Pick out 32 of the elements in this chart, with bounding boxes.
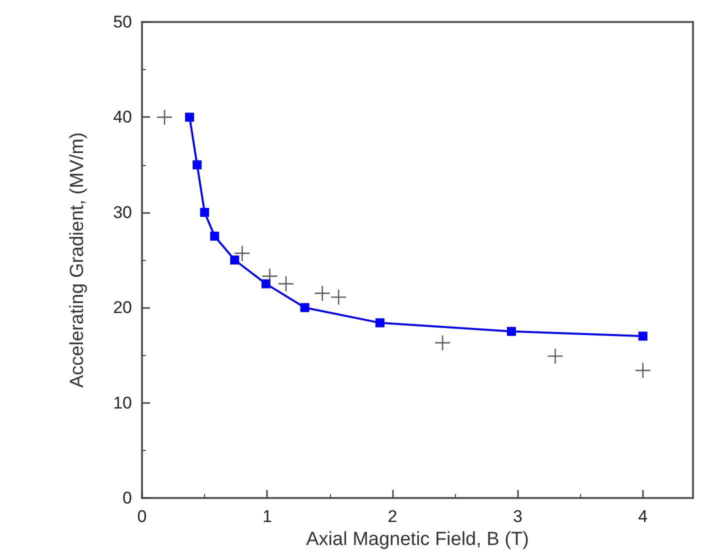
point [234, 245, 250, 262]
point [506, 326, 516, 336]
point [156, 109, 173, 126]
y-tick-label: 0 [122, 488, 132, 508]
point [634, 362, 652, 379]
point [300, 303, 310, 312]
point [547, 348, 564, 364]
point [200, 208, 210, 217]
point [434, 334, 451, 351]
y-tick-label: 30 [113, 202, 132, 222]
point [375, 318, 384, 328]
point [192, 160, 202, 170]
x-tick-label: 2 [388, 507, 398, 526]
point [262, 268, 278, 284]
x-tick-label: 3 [512, 507, 522, 526]
point [330, 288, 347, 306]
x-axis-title: Axial Magnetic Field, B (T) [306, 528, 529, 550]
y-tick-label: 40 [113, 108, 132, 127]
x-tick-label: 0 [137, 507, 147, 526]
point [185, 112, 194, 122]
y-tick-label: 50 [113, 12, 132, 32]
point [278, 276, 294, 292]
x-tick-label: 1 [262, 507, 272, 526]
point [314, 285, 330, 302]
point [261, 279, 270, 288]
x-tick-label: 4 [638, 507, 648, 526]
point [230, 256, 240, 264]
y-tick-label: 10 [113, 393, 132, 412]
y-axis-title: Accelerating Gradient, (MV/m) [67, 132, 88, 388]
y-tick-label: 20 [113, 298, 132, 318]
point [210, 232, 220, 241]
point [638, 332, 648, 341]
